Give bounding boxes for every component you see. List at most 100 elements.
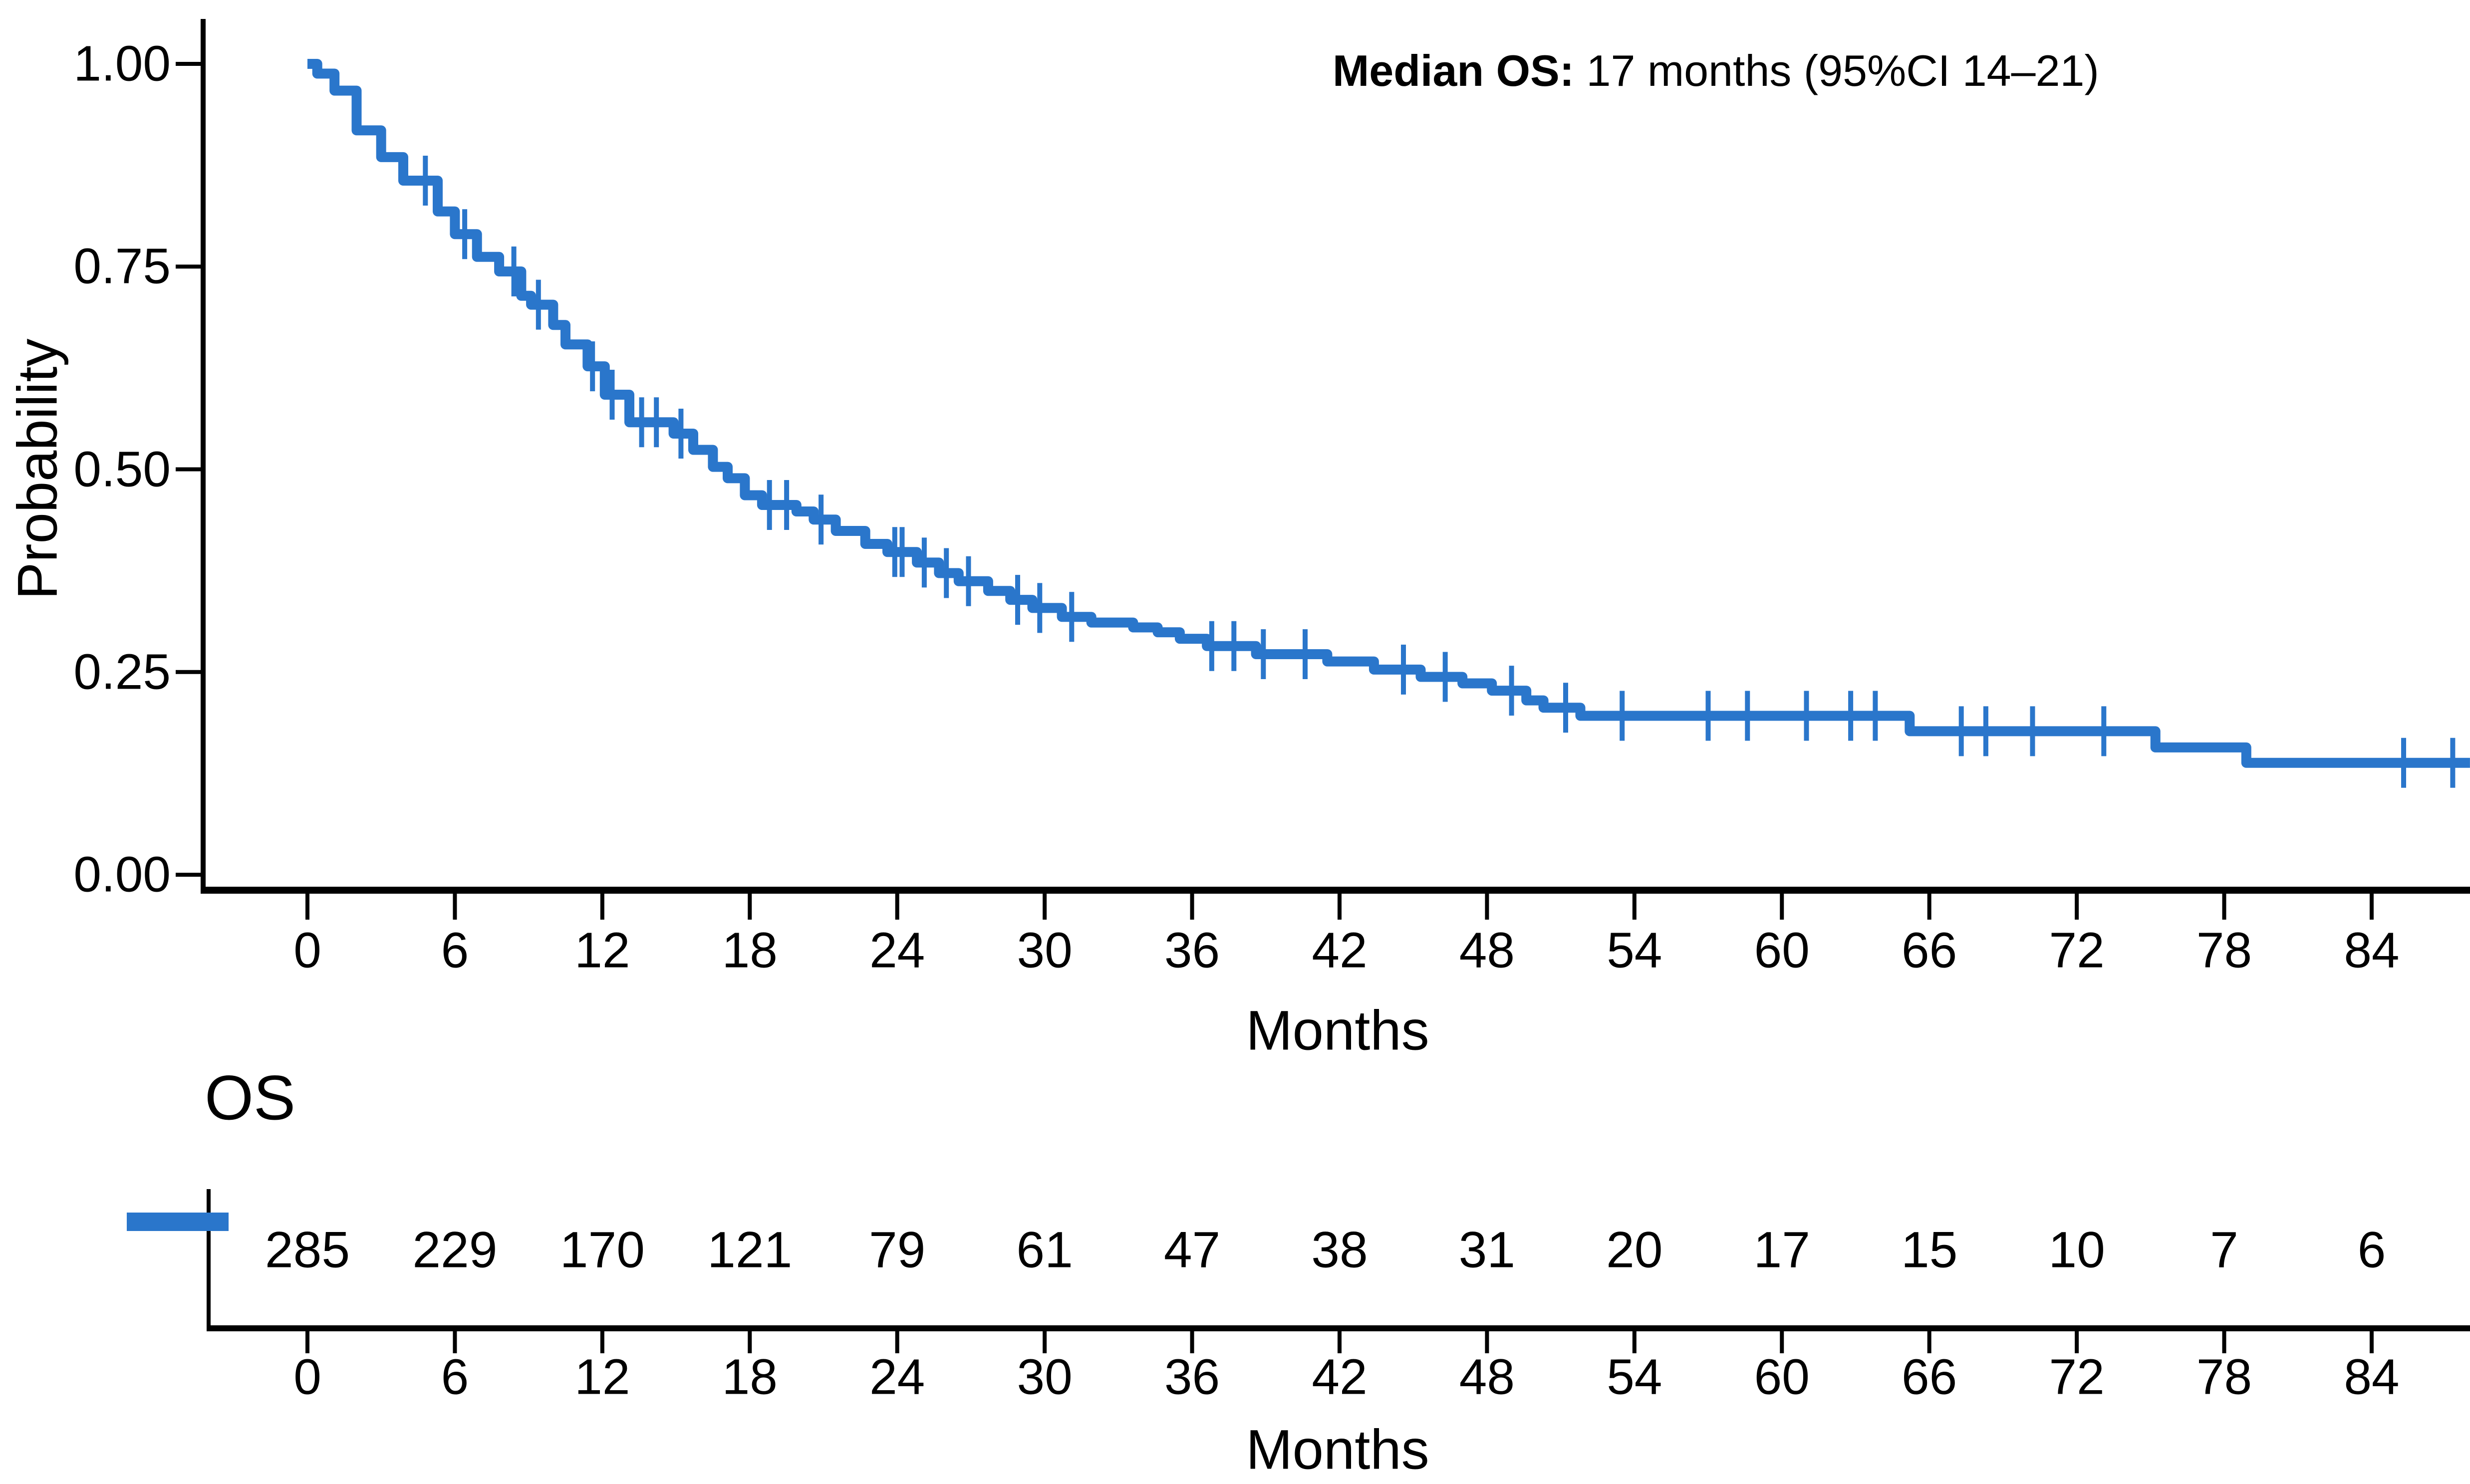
x-tick-label: 42 [1312, 922, 1368, 979]
x-axis-tick [2222, 894, 2226, 920]
risk-table-x-axis-tick [895, 1331, 899, 1353]
risk-table-x-axis-title: Months [1246, 1418, 1429, 1481]
x-axis-tick [1780, 894, 1784, 920]
x-axis-title: Months [1246, 999, 1429, 1062]
x-tick-label: 72 [2049, 922, 2105, 979]
risk-table-count: 7 [2210, 1221, 2238, 1278]
risk-table-count: 61 [1016, 1221, 1073, 1278]
risk-table-x-tick-label: 54 [1607, 1349, 1662, 1405]
risk-table-x-tick-label: 0 [293, 1349, 321, 1405]
risk-table-x-tick-label: 42 [1312, 1349, 1368, 1405]
risk-table-x-axis-tick [1485, 1331, 1489, 1353]
y-axis-tick [176, 264, 201, 269]
y-tick-label: 1.00 [73, 35, 171, 92]
median-os-annotation-bold: Median OS: [1333, 46, 1575, 95]
x-axis-tick [1337, 894, 1342, 920]
x-axis-line [201, 887, 2470, 894]
x-axis-tick [1485, 894, 1489, 920]
risk-table-x-axis-tick [2369, 1331, 2374, 1353]
risk-table-x-axis-tick [600, 1331, 604, 1353]
x-tick-label: 84 [2344, 922, 2400, 979]
risk-table-count: 31 [1458, 1221, 1516, 1278]
x-axis-tick [453, 894, 457, 920]
risk-table-x-axis-tick [305, 1331, 309, 1353]
x-axis-tick [1043, 894, 1047, 920]
risk-table-legend-key [127, 1213, 229, 1231]
median-os-annotation-value: 17 months (95%CI 14–21) [1574, 46, 2099, 95]
risk-table-count: 38 [1311, 1221, 1368, 1278]
risk-table-x-tick-label: 78 [2196, 1349, 2252, 1405]
risk-table-x-axis-tick [2075, 1331, 2079, 1353]
risk-table-count: 285 [265, 1221, 350, 1278]
x-tick-label: 6 [441, 922, 469, 979]
risk-table-x-tick-label: 6 [441, 1349, 469, 1405]
y-axis-tick [176, 62, 201, 66]
risk-table-x-axis-tick [748, 1331, 752, 1353]
risk-table-x-axis-tick [1190, 1331, 1194, 1353]
censor-tick-marks [423, 156, 2456, 788]
risk-table-count: 20 [1606, 1221, 1663, 1278]
risk-table-x-tick-label: 18 [722, 1349, 778, 1405]
risk-table-x-tick-label: 30 [1017, 1349, 1073, 1405]
x-axis-tick [1927, 894, 1931, 920]
risk-table-x-axis-tick [1632, 1331, 1637, 1353]
risk-table-x-tick-label: 66 [1902, 1349, 1957, 1405]
median-os-annotation: Median OS: 17 months (95%CI 14–21) [1333, 45, 2099, 96]
risk-table-x-tick-label: 84 [2344, 1349, 2400, 1405]
x-axis-tick [305, 894, 309, 920]
risk-table-x-tick-label: 60 [1754, 1349, 1810, 1405]
x-tick-label: 36 [1164, 922, 1220, 979]
risk-table-count: 47 [1163, 1221, 1221, 1278]
x-axis-tick [1190, 894, 1194, 920]
risk-table-x-tick-label: 48 [1459, 1349, 1515, 1405]
y-axis-tick [176, 467, 201, 472]
risk-table-x-tick-label: 72 [2049, 1349, 2105, 1405]
y-axis-tick [176, 670, 201, 674]
risk-table-x-tick-label: 24 [869, 1349, 925, 1405]
risk-table-x-tick-label: 36 [1164, 1349, 1220, 1405]
x-tick-label: 24 [869, 922, 925, 979]
risk-table-count: 121 [707, 1221, 793, 1278]
x-tick-label: 54 [1607, 922, 1662, 979]
x-axis-tick [2075, 894, 2079, 920]
x-axis-tick [1632, 894, 1637, 920]
risk-table-count: 17 [1753, 1221, 1810, 1278]
risk-table-count: 15 [1901, 1221, 1958, 1278]
y-tick-label: 0.00 [73, 846, 171, 903]
risk-table-x-axis-tick [1927, 1331, 1931, 1353]
risk-table-x-tick-label: 12 [574, 1349, 630, 1405]
risk-table-x-axis-tick [453, 1331, 457, 1353]
x-tick-label: 48 [1459, 922, 1515, 979]
risk-table-x-axis-tick [1337, 1331, 1342, 1353]
x-tick-label: 0 [293, 922, 321, 979]
y-tick-label: 0.25 [73, 644, 171, 700]
risk-table-count: 170 [559, 1221, 645, 1278]
risk-table-count: 10 [2048, 1221, 2105, 1278]
y-tick-label: 0.75 [73, 238, 171, 294]
x-tick-label: 66 [1902, 922, 1957, 979]
x-axis-tick [2369, 894, 2374, 920]
risk-table-y-axis-line [207, 1189, 211, 1331]
risk-table-count: 79 [868, 1221, 926, 1278]
x-axis-tick [600, 894, 604, 920]
risk-table-x-axis-tick [1043, 1331, 1047, 1353]
risk-table-title: OS [205, 1062, 296, 1133]
risk-table-count: 229 [412, 1221, 498, 1278]
x-tick-label: 12 [574, 922, 630, 979]
x-tick-label: 30 [1017, 922, 1073, 979]
x-tick-label: 18 [722, 922, 778, 979]
x-tick-label: 60 [1754, 922, 1810, 979]
y-tick-label: 0.50 [73, 441, 171, 497]
y-axis-tick [176, 873, 201, 877]
x-axis-tick [748, 894, 752, 920]
x-axis-tick [895, 894, 899, 920]
risk-table-x-axis-tick [1780, 1331, 1784, 1353]
y-axis-line [201, 19, 206, 894]
risk-table-count: 6 [2357, 1221, 2386, 1278]
x-tick-label: 78 [2196, 922, 2252, 979]
risk-table-x-axis-tick [2222, 1331, 2226, 1353]
risk-table-x-axis-line [207, 1325, 2470, 1331]
km-survival-curve [307, 59, 2470, 768]
